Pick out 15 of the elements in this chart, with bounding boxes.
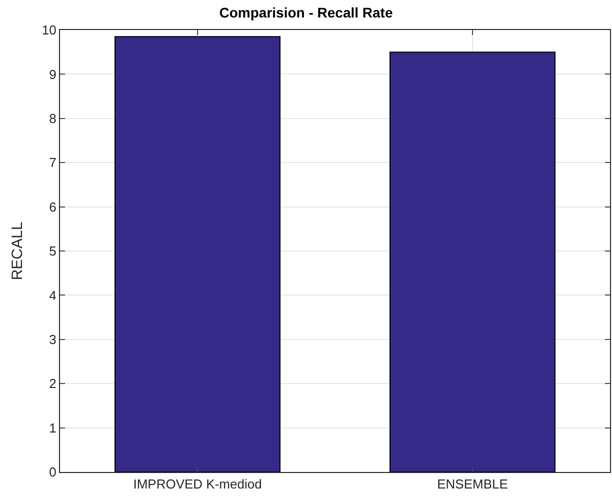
x-tick-label: ENSEMBLE: [437, 476, 508, 492]
y-axis-title: RECALL: [9, 222, 26, 280]
y-tick-label: 7: [49, 155, 56, 170]
y-tick-label: 6: [49, 199, 56, 214]
y-tick-label: 10: [42, 22, 56, 38]
y-tick-label: 4: [49, 288, 56, 303]
y-tick-label: 1: [49, 420, 56, 436]
y-tick-label: 9: [49, 66, 56, 82]
y-tick-label: 2: [49, 376, 56, 392]
y-tick-label: 3: [49, 332, 56, 347]
y-tick-label: 5: [49, 244, 56, 259]
chart-title: Comparision - Recall Rate: [219, 4, 393, 20]
x-tick-label: IMPROVED K-mediod: [133, 476, 262, 492]
y-tick-label: 8: [49, 110, 56, 126]
y-tick-label: 0: [49, 464, 56, 480]
